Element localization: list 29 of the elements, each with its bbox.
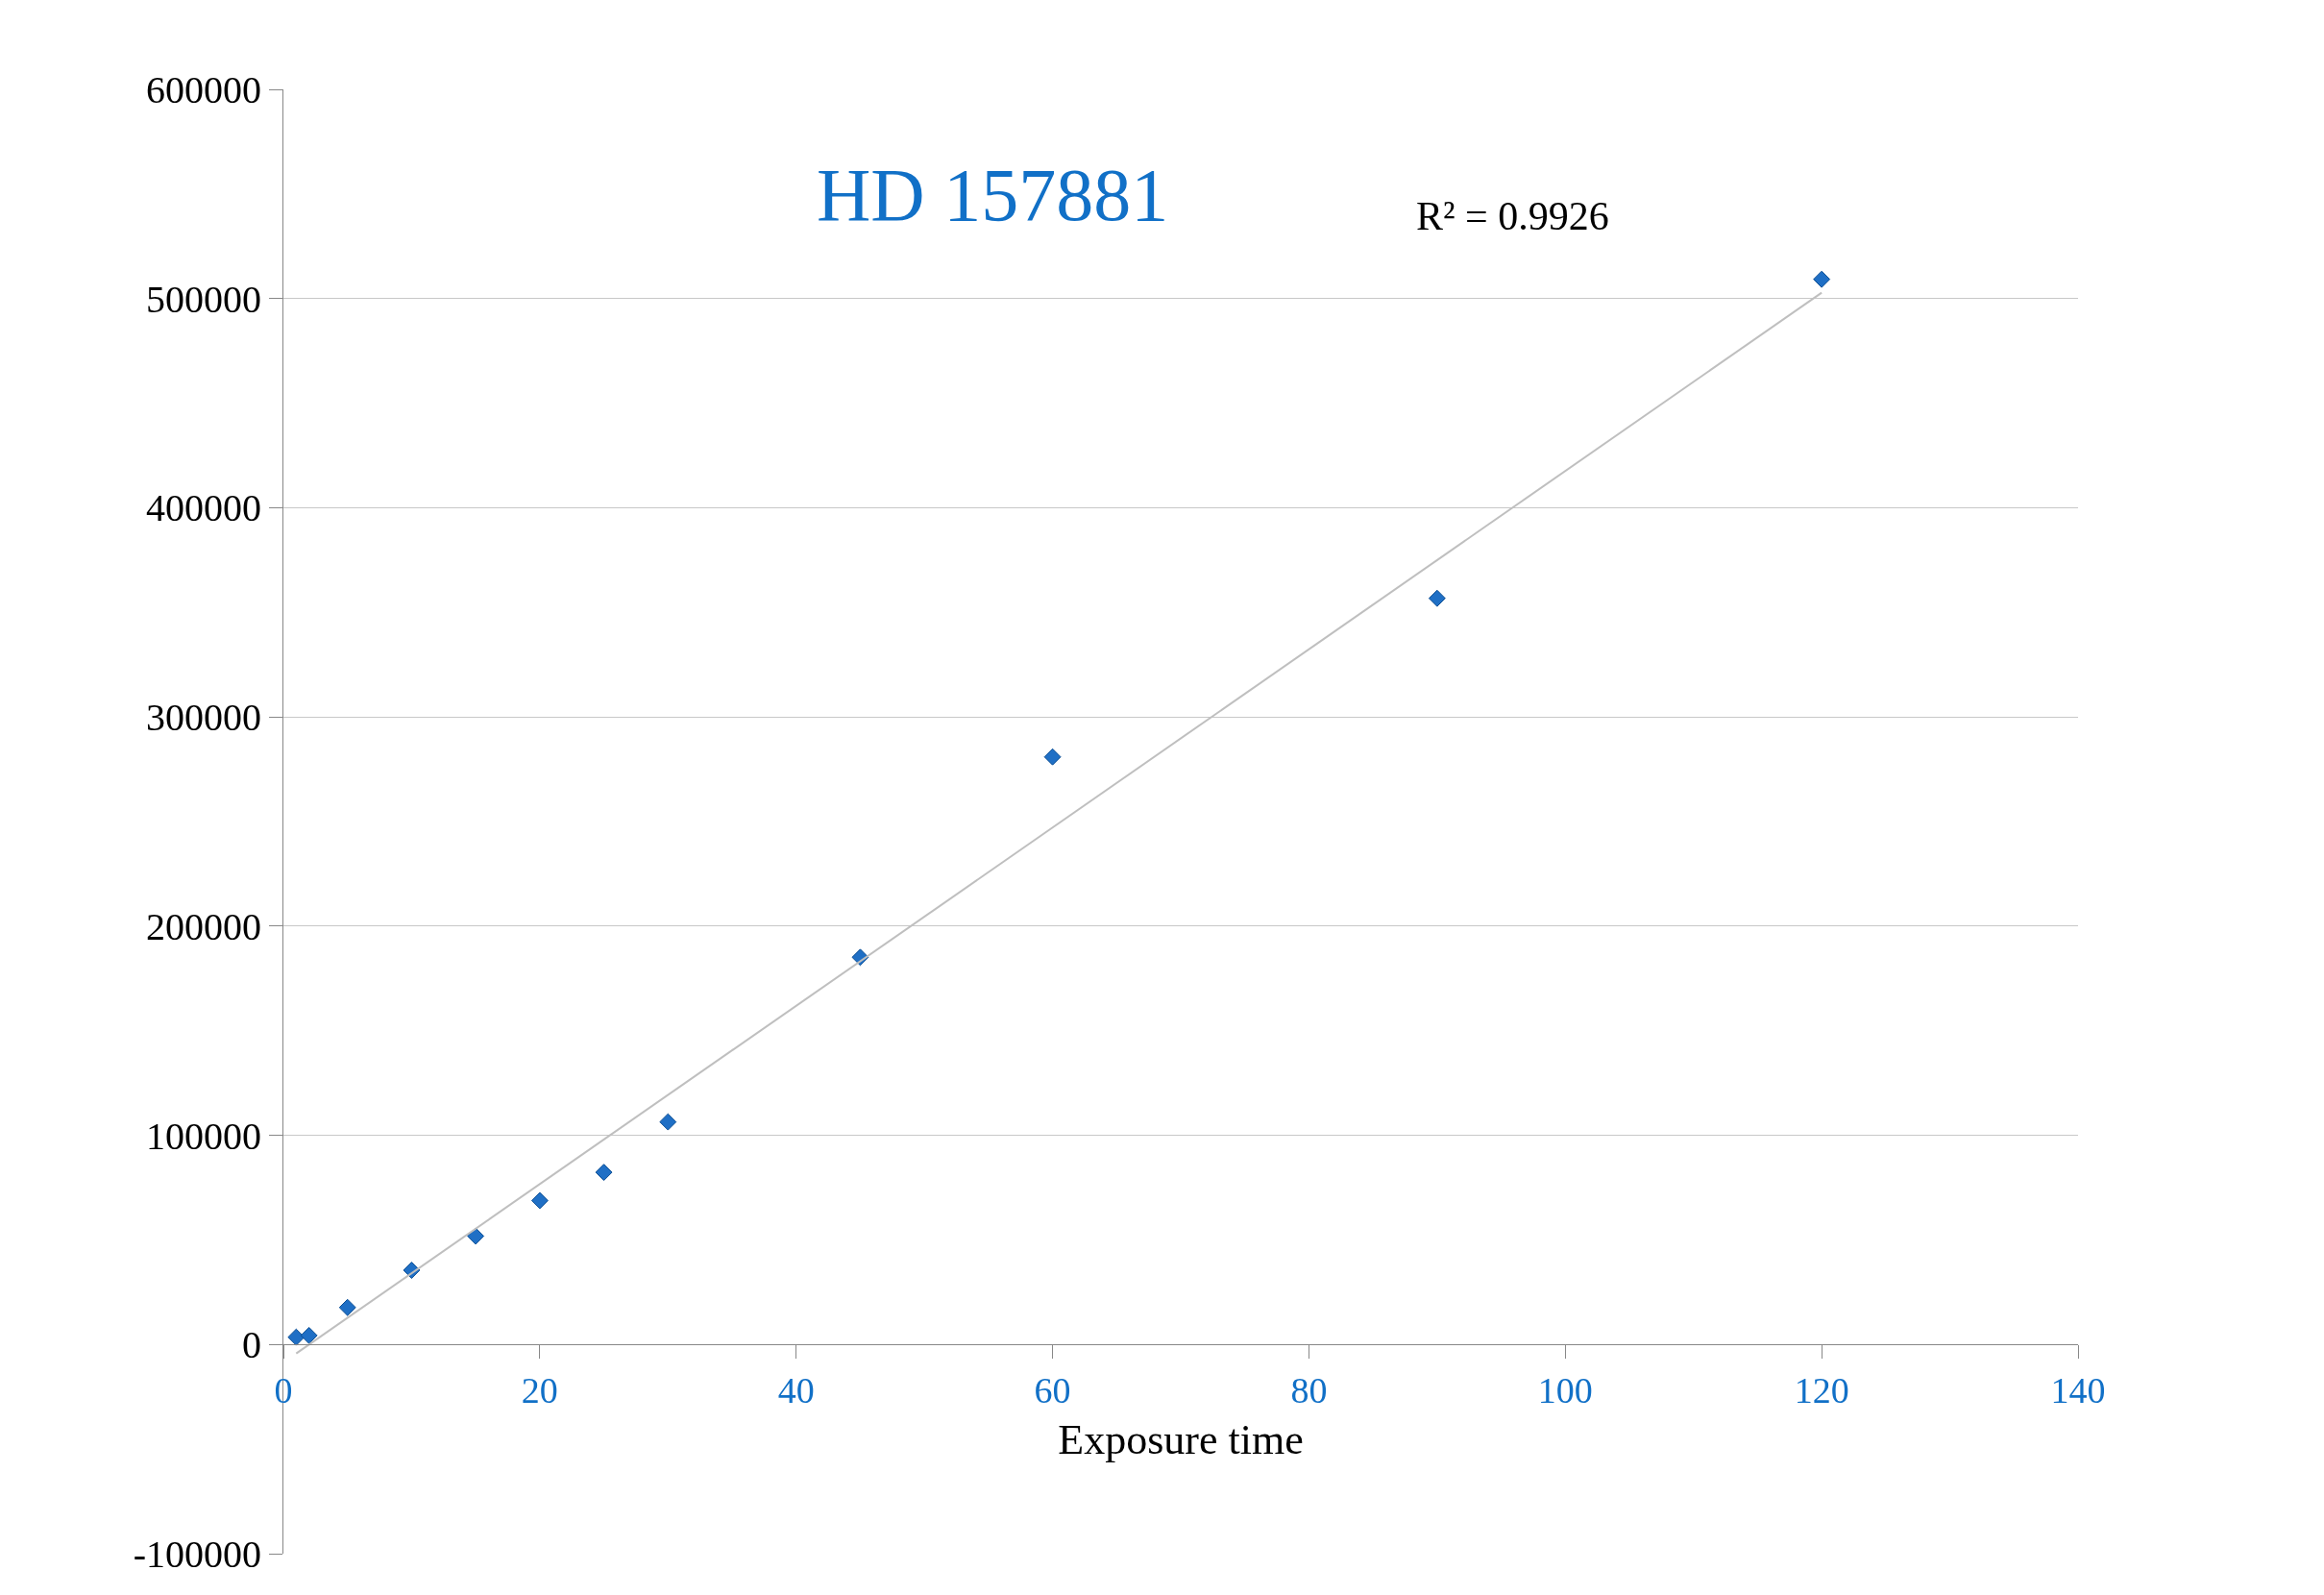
point	[1813, 270, 1831, 288]
y-tick-label: 600000	[146, 68, 261, 111]
annotation: R² = 0.9926	[1416, 194, 1609, 238]
point	[1043, 748, 1062, 766]
y-tick-label: 400000	[146, 486, 261, 530]
point	[1428, 589, 1446, 607]
x-tick-label: 60	[1034, 1369, 1071, 1411]
x-axis-title: Exposure time	[1058, 1416, 1304, 1464]
x-tick-label: 100	[1537, 1369, 1593, 1411]
point	[467, 1227, 485, 1245]
x-tick-label: 20	[521, 1369, 558, 1411]
x-tick-label: 120	[1794, 1369, 1849, 1411]
point	[338, 1298, 356, 1316]
point	[595, 1164, 613, 1182]
y-tick-label: 300000	[146, 696, 261, 740]
y-tick-label: 500000	[146, 277, 261, 321]
x-tick-label: 40	[777, 1369, 815, 1411]
point	[530, 1191, 549, 1210]
y-tick-label: 200000	[146, 904, 261, 948]
text: HD 157881	[817, 153, 1169, 236]
x-tick-label: 80	[1290, 1369, 1328, 1411]
y-tick-label: 100000	[146, 1114, 261, 1158]
x-tick-label: 0	[274, 1369, 293, 1411]
y-tick-label: 0	[242, 1323, 261, 1367]
x-tick-label: 140	[2050, 1369, 2106, 1411]
y-tick-label: -100000	[133, 1533, 261, 1576]
point	[287, 1328, 306, 1346]
point	[659, 1113, 677, 1131]
point	[300, 1326, 318, 1344]
